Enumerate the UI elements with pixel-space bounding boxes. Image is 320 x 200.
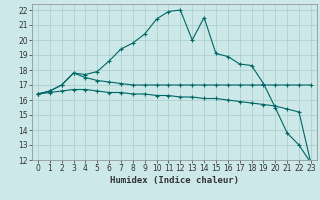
X-axis label: Humidex (Indice chaleur): Humidex (Indice chaleur)	[110, 176, 239, 185]
